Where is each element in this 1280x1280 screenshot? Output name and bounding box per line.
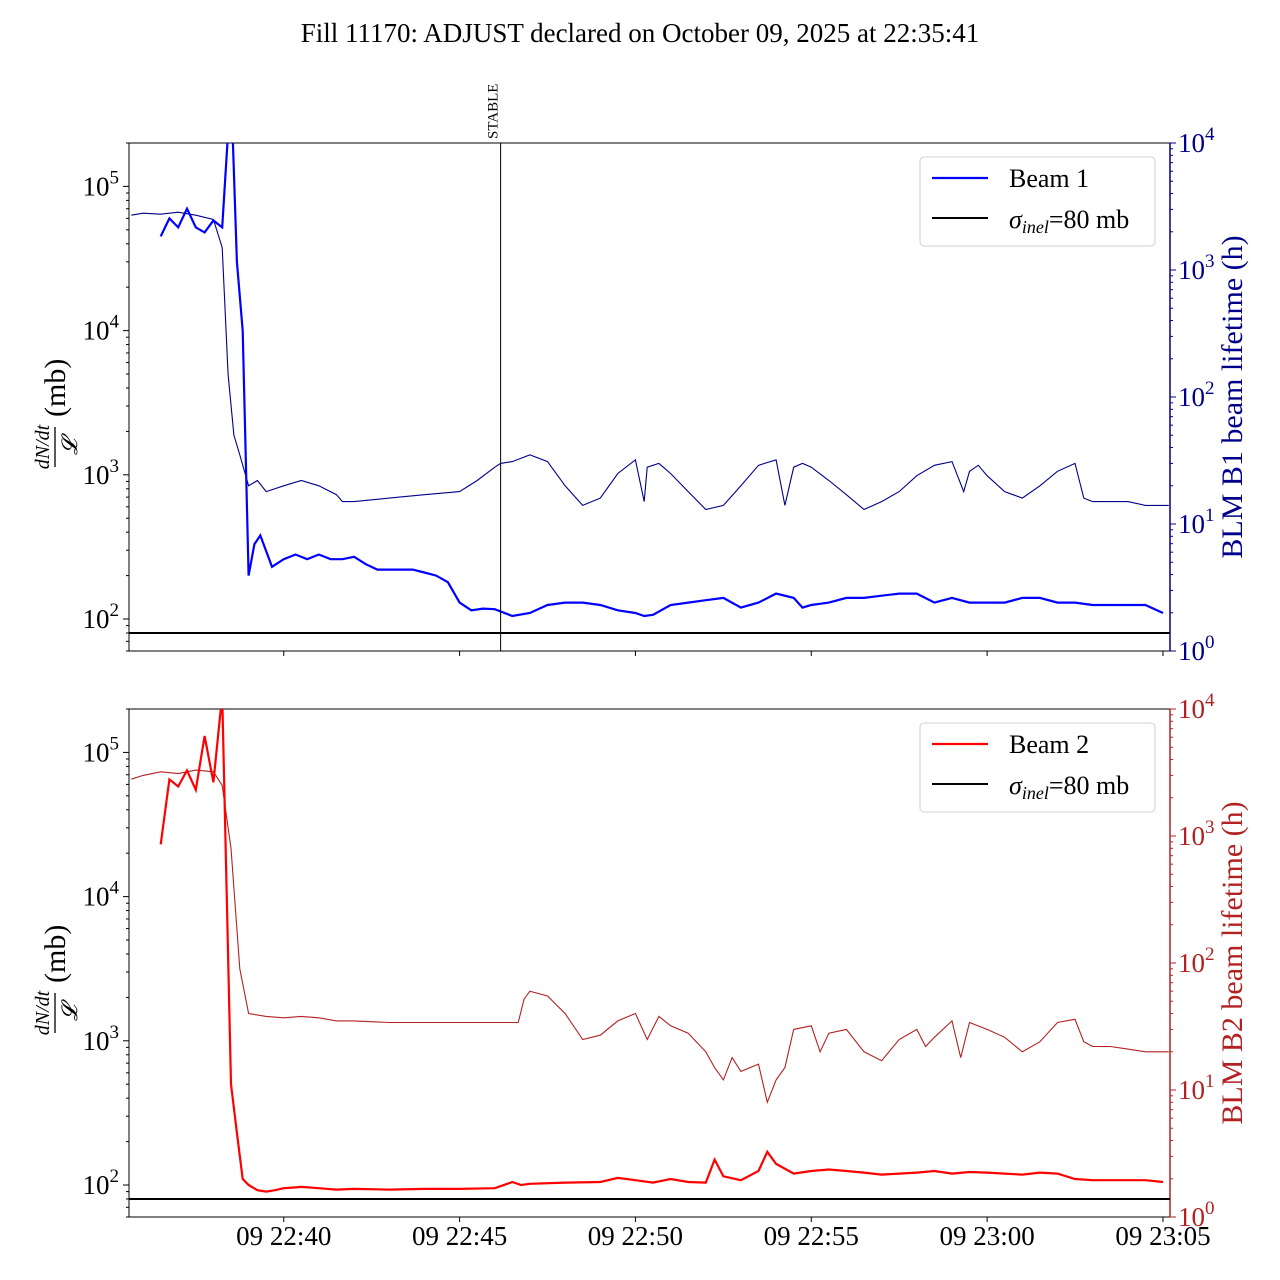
x-tick-label: 09 22:40 <box>236 1221 331 1251</box>
y-tick-label-right: 100 <box>1178 632 1215 666</box>
legend: Beam 1 σinel=80 mb <box>919 156 1156 247</box>
y-axis-label-left: dN/dt 𝓛 (mb) <box>32 925 83 1036</box>
legend-box <box>919 156 1156 247</box>
y-tick-label-right: 100 <box>1178 1198 1215 1232</box>
x-tick-label: 09 22:50 <box>588 1221 683 1251</box>
y-tick-label-left: 102 <box>83 600 120 634</box>
plot-area <box>129 709 1170 1200</box>
y-tick-label-left: 104 <box>83 312 120 346</box>
stable-marker-label: STABLE <box>486 84 502 139</box>
plot-area <box>129 143 1170 634</box>
y-tick-label-right: 101 <box>1178 1071 1215 1105</box>
y-label-denominator: 𝓛 <box>58 999 83 1021</box>
y-axis-label-right: BLM B1 beam lifetime (h) <box>1216 235 1249 558</box>
x-tick-label: 09 22:55 <box>764 1221 859 1251</box>
y-tick-label-right: 103 <box>1178 817 1215 851</box>
y-tick-label-left: 105 <box>83 167 120 201</box>
legend-beam-label: Beam 2 <box>1009 730 1089 759</box>
y-label-numerator: dN/dt <box>32 990 54 1035</box>
y-label-unit: (mb) <box>39 925 72 983</box>
y-tick-label-right: 103 <box>1178 251 1215 285</box>
figure-title: Fill 11170: ADJUST declared on October 0… <box>300 18 980 48</box>
x-tick-label: 09 22:45 <box>412 1221 507 1251</box>
y-tick-label-left: 103 <box>83 456 120 490</box>
y-tick-label-right: 101 <box>1178 505 1215 539</box>
legend-beam-label: Beam 1 <box>1009 164 1089 193</box>
bottom-panel: 09 22:40 09 22:45 09 22:50 09 22:55 09 23:00… <box>32 690 1249 1251</box>
legend-box <box>919 722 1156 813</box>
y-tick-label-right: 102 <box>1178 378 1215 412</box>
y-axis-label-right: BLM B2 beam lifetime (h) <box>1216 801 1249 1124</box>
y-tick-label-left: 105 <box>83 733 120 767</box>
top-panel: STABLE 102 103 104 105 100 101 102 103 104 dN/dt 𝓛 (… <box>32 84 1249 666</box>
legend-reference-label: σinel=80 mb <box>1009 771 1129 803</box>
lifetime-series-line <box>131 211 1169 511</box>
y-label-numerator: dN/dt <box>32 424 54 469</box>
y-tick-label-left: 102 <box>83 1166 120 1200</box>
y-label-denominator: 𝓛 <box>58 433 83 455</box>
beam-series-line <box>159 143 1164 618</box>
y-axis-label-left: dN/dt 𝓛 (mb) <box>32 359 83 470</box>
x-tick-label: 09 23:00 <box>939 1221 1034 1251</box>
y-tick-label-left: 103 <box>83 1022 120 1056</box>
y-tick-label-right: 104 <box>1178 124 1215 158</box>
y-tick-label-right: 104 <box>1178 690 1215 724</box>
beam-series-line <box>159 709 1164 1193</box>
lifetime-series-line <box>131 769 1169 1105</box>
y-tick-label-left: 104 <box>83 878 120 912</box>
y-label-unit: (mb) <box>39 359 72 417</box>
legend-reference-label: σinel=80 mb <box>1009 205 1129 237</box>
legend: Beam 2 σinel=80 mb <box>919 722 1156 813</box>
x-tick-label: 09 23:05 <box>1115 1221 1210 1251</box>
y-tick-label-right: 102 <box>1178 944 1215 978</box>
